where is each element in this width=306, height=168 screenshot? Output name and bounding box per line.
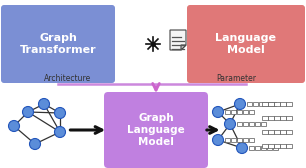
Bar: [268, 144, 274, 148]
Circle shape: [212, 107, 223, 117]
Bar: [280, 116, 285, 120]
Circle shape: [225, 118, 236, 130]
Bar: [248, 110, 254, 114]
Bar: [237, 138, 242, 142]
Bar: [260, 146, 266, 150]
Bar: [274, 144, 279, 148]
Bar: [286, 144, 292, 148]
Bar: [274, 102, 279, 106]
Bar: [225, 138, 230, 142]
FancyBboxPatch shape: [187, 5, 305, 83]
Bar: [268, 102, 274, 106]
Bar: [260, 122, 266, 126]
Bar: [248, 138, 254, 142]
Bar: [274, 116, 279, 120]
Circle shape: [234, 98, 245, 110]
Text: Parameter: Parameter: [216, 74, 256, 83]
Bar: [286, 130, 292, 134]
Bar: [248, 146, 254, 150]
Bar: [280, 144, 285, 148]
Bar: [230, 138, 236, 142]
Bar: [280, 102, 285, 106]
Bar: [264, 102, 270, 106]
Bar: [237, 110, 242, 114]
Circle shape: [23, 107, 33, 117]
Bar: [230, 110, 236, 114]
Circle shape: [29, 138, 40, 150]
Bar: [286, 116, 292, 120]
Bar: [286, 102, 292, 106]
Polygon shape: [181, 45, 186, 50]
Circle shape: [9, 120, 20, 132]
Text: Graph
Language
Model: Graph Language Model: [127, 113, 185, 147]
FancyBboxPatch shape: [104, 92, 208, 168]
Bar: [262, 116, 267, 120]
Circle shape: [212, 135, 223, 145]
Bar: [242, 122, 248, 126]
Bar: [271, 102, 276, 106]
Bar: [247, 102, 252, 106]
Bar: [262, 130, 267, 134]
FancyBboxPatch shape: [1, 5, 115, 83]
Bar: [262, 144, 267, 148]
Bar: [242, 138, 248, 142]
Polygon shape: [170, 30, 186, 50]
Bar: [225, 110, 230, 114]
Bar: [267, 146, 272, 150]
Bar: [255, 146, 260, 150]
Text: Language
Model: Language Model: [215, 33, 277, 55]
Bar: [274, 130, 279, 134]
Bar: [262, 102, 267, 106]
Circle shape: [237, 142, 248, 154]
Bar: [273, 146, 278, 150]
Bar: [280, 130, 285, 134]
Text: Architecture: Architecture: [44, 74, 91, 83]
Circle shape: [54, 127, 65, 137]
Bar: [259, 102, 264, 106]
Bar: [248, 122, 254, 126]
Bar: [252, 102, 258, 106]
Circle shape: [54, 108, 65, 118]
Bar: [242, 110, 248, 114]
Bar: [268, 130, 274, 134]
Text: Graph
Transformer: Graph Transformer: [20, 33, 96, 55]
Circle shape: [39, 98, 50, 110]
Bar: [255, 122, 260, 126]
Bar: [268, 116, 274, 120]
Bar: [237, 122, 242, 126]
